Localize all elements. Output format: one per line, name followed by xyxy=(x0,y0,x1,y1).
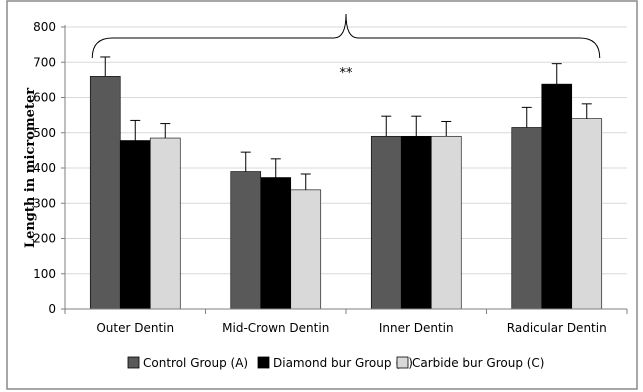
x-tick-label: Radicular Dentin xyxy=(507,321,607,335)
bar xyxy=(370,135,402,310)
bar xyxy=(260,177,292,310)
y-tick-label: 200 xyxy=(33,232,56,246)
y-tick-label: 800 xyxy=(33,20,56,34)
y-tick-label: 600 xyxy=(33,91,56,105)
legend-label: Diamond bur Group (B) xyxy=(273,356,413,370)
axis-layer: 0 100 200 300 400 500 600 700 800 Outer Dentin Mid… xyxy=(33,20,628,335)
bar xyxy=(149,137,181,310)
y-tick-label: 700 xyxy=(33,55,56,69)
bar xyxy=(230,171,262,310)
y-tick-label: 100 xyxy=(33,267,56,281)
x-tick-label: Outer Dentin xyxy=(96,321,174,335)
bar xyxy=(571,118,603,310)
legend-swatch xyxy=(127,356,140,369)
bar xyxy=(511,127,543,310)
bar xyxy=(430,135,462,310)
legend-swatch xyxy=(257,356,270,369)
y-tick-label: 300 xyxy=(33,196,56,210)
y-axis-label: Length in micrometer xyxy=(23,88,38,248)
bar xyxy=(400,135,432,310)
legend-label: Control Group (A) xyxy=(143,356,248,370)
legend: Control Group (A) Diamond bur Group (B) Ca… xyxy=(127,356,545,370)
bar xyxy=(89,76,121,310)
annotation-layer: ** xyxy=(91,13,601,81)
significance-bracket xyxy=(91,13,601,59)
bar xyxy=(541,83,573,310)
legend-swatch xyxy=(396,356,409,369)
x-tick-label: Inner Dentin xyxy=(379,321,454,335)
legend-label: Carbide bur Group (C) xyxy=(412,356,545,370)
y-tick-label: 500 xyxy=(33,126,56,140)
y-tick-label: 400 xyxy=(33,161,56,175)
significance-label: ** xyxy=(340,66,354,81)
y-tick-label: 0 xyxy=(48,302,56,316)
x-tick-label: Mid-Crown Dentin xyxy=(222,321,329,335)
bar xyxy=(119,140,151,310)
bar xyxy=(290,189,322,310)
